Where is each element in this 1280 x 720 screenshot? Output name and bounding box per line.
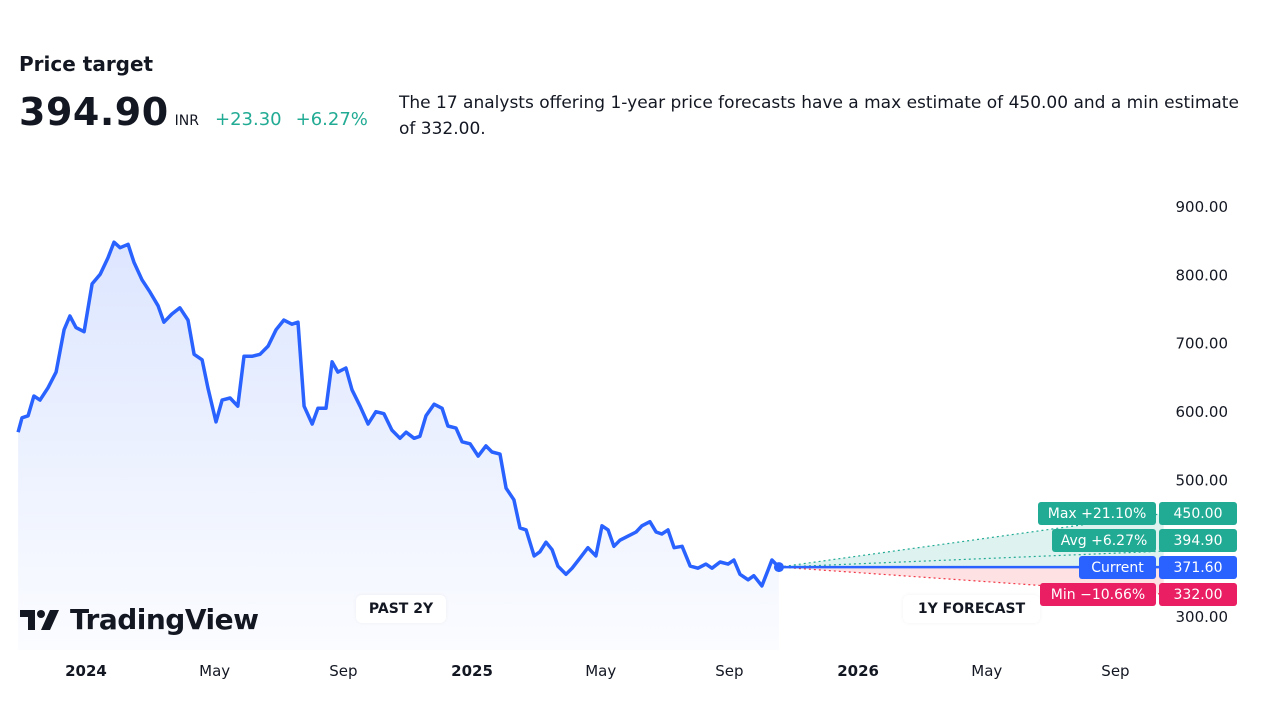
price-target-value: 394.90 — [19, 90, 169, 134]
y-tick-label: 600.00 — [1176, 403, 1229, 421]
x-tick-label: May — [199, 662, 230, 680]
price-line — [16, 240, 781, 588]
y-tick-label: 500.00 — [1176, 471, 1229, 489]
y-tick-label: 300.00 — [1176, 608, 1229, 626]
forecast-avg-line — [778, 550, 1164, 568]
current-tag-label: Current — [1079, 556, 1156, 579]
y-tick-label: 700.00 — [1176, 335, 1229, 353]
logo-text: TradingView — [70, 603, 259, 636]
price-area-fill — [18, 242, 779, 650]
x-tick-label: May — [971, 662, 1002, 680]
max-tag-value: 450.00 — [1159, 502, 1237, 525]
tradingview-logo: TradingView — [20, 603, 259, 636]
max-tag-label: Max +21.10% — [1038, 502, 1156, 525]
x-tick-label: 2024 — [65, 662, 107, 680]
avg-tag-value: 394.90 — [1159, 529, 1237, 552]
current-price-dot — [773, 562, 784, 573]
current-tag-value: 371.60 — [1159, 556, 1237, 579]
y-tick-label: 800.00 — [1176, 266, 1229, 284]
y-tick-label: 900.00 — [1176, 198, 1229, 216]
price-target-summary: 394.90 INR +23.30 +6.27% — [19, 90, 376, 134]
x-tick-label: May — [585, 662, 616, 680]
1y-forecast-badge: 1Y FORECAST — [903, 595, 1040, 623]
page-title: Price target — [19, 52, 154, 76]
change-percent: +6.27% — [295, 109, 368, 130]
x-tick-label: Sep — [1101, 662, 1129, 680]
x-tick-label: 2025 — [451, 662, 493, 680]
min-tag-value: 332.00 — [1159, 583, 1237, 606]
x-tick-label: Sep — [329, 662, 357, 680]
tradingview-logo-icon — [20, 609, 59, 630]
past-2y-badge: PAST 2Y — [356, 595, 446, 623]
x-tick-label: Sep — [715, 662, 743, 680]
currency-label: INR — [174, 113, 199, 129]
x-tick-label: 2026 — [837, 662, 879, 680]
avg-tag-label: Avg +6.27% — [1052, 529, 1156, 552]
min-tag-label: Min −10.66% — [1040, 583, 1156, 606]
change-absolute: +23.30 — [214, 109, 282, 130]
forecast-description: The 17 analysts offering 1-year price fo… — [399, 93, 1239, 139]
